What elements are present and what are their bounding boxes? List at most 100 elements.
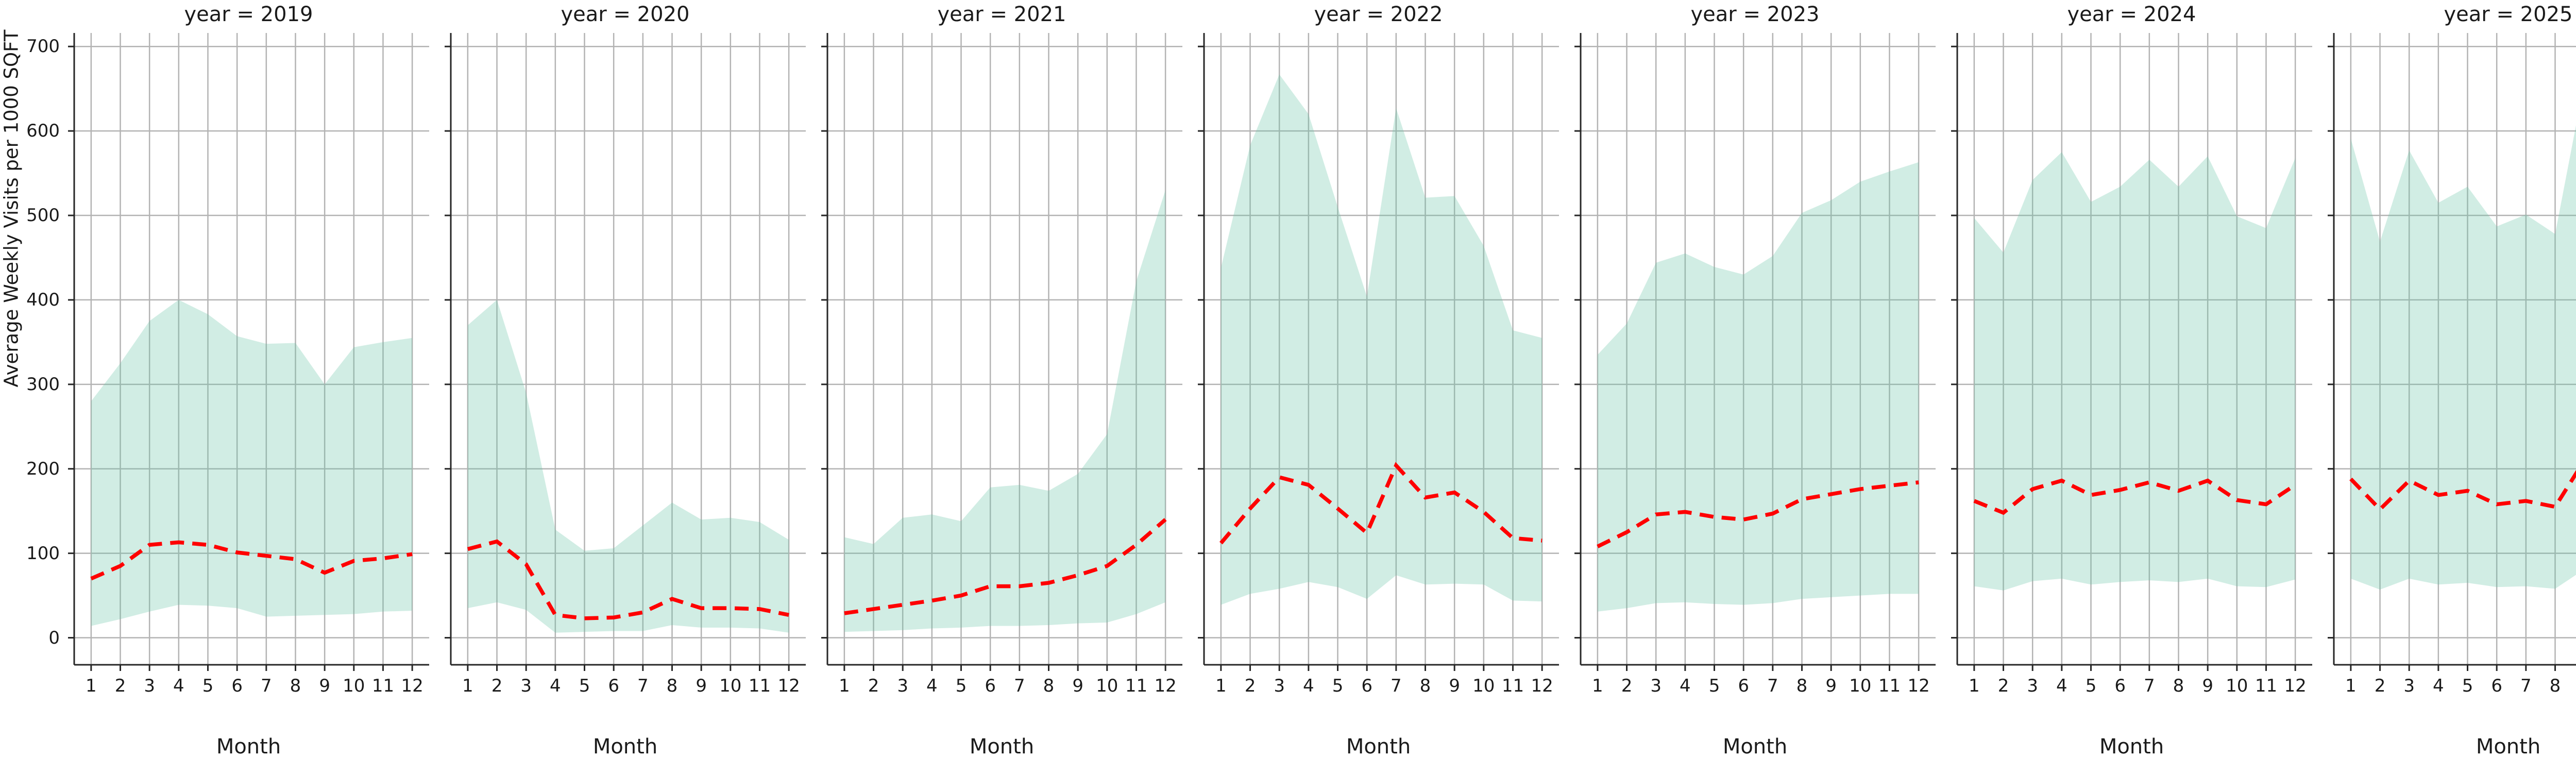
x-tick-label: 2 xyxy=(1998,676,2009,696)
x-tick-label: 6 xyxy=(1738,676,1749,696)
x-tick-label: 7 xyxy=(2144,676,2155,696)
facet-plot-2022: 1 2 3 4 5 6 7 8 9 10 11 12 xyxy=(1198,33,1559,696)
percentile-band xyxy=(467,299,789,633)
x-tick-label: 1 xyxy=(1592,676,1603,696)
percentile-band xyxy=(2350,125,2576,590)
x-tick-label: 6 xyxy=(2491,676,2502,696)
x-tick-label: 9 xyxy=(1072,676,1083,696)
x-tick-label: 1 xyxy=(839,676,850,696)
facet-title-2020: year = 2020 xyxy=(561,3,690,26)
x-tick-label: 4 xyxy=(926,676,938,696)
x-axis-label-2023: Month xyxy=(1722,735,1788,759)
x-tick-label: 7 xyxy=(1391,676,1402,696)
y-tick-label-200: 200 xyxy=(26,458,60,479)
x-tick-label: 11 xyxy=(2255,676,2277,696)
facet-plot-2021: 1 2 3 4 5 6 7 8 9 10 11 12 xyxy=(821,33,1182,696)
x-tick-label: 4 xyxy=(2433,676,2444,696)
x-tick-label: 2 xyxy=(868,676,879,696)
x-tick-label: 9 xyxy=(319,676,330,696)
x-tick-label: 8 xyxy=(2550,676,2561,696)
y-axis-gutter: Average Weekly Visits per 1000 SQFT 0 100… xyxy=(0,0,67,773)
x-tick-label: 1 xyxy=(462,676,473,696)
facet-title-2024: year = 2024 xyxy=(2067,3,2196,26)
x-tick-label: 6 xyxy=(608,676,619,696)
facet-row: year = 2019 1 2 3 4 5 6 7 8 9 10 11 12 Month year = 20… xyxy=(67,0,2576,773)
x-tick-label: 4 xyxy=(1303,676,1314,696)
x-tick-label: 2 xyxy=(2375,676,2386,696)
x-axis-label-2024: Month xyxy=(2099,735,2164,759)
y-tick-label-300: 300 xyxy=(26,374,60,395)
y-tick-label-600: 600 xyxy=(26,121,60,142)
facet-2020: year = 2020 1 2 3 4 5 6 7 8 9 10 11 12 Month xyxy=(444,0,807,773)
x-tick-label: 10 xyxy=(2226,676,2248,696)
x-tick-label: 8 xyxy=(1420,676,1431,696)
x-axis-label-2022: Month xyxy=(1346,735,1411,759)
x-tick-label: 12 xyxy=(401,676,423,696)
x-tick-label: 7 xyxy=(261,676,272,696)
facet-2023: year = 2023 1 2 3 4 5 6 7 8 9 10 11 12 Month xyxy=(1573,0,1937,773)
x-tick-label: 7 xyxy=(637,676,649,696)
x-tick-label: 10 xyxy=(719,676,741,696)
x-tick-label: 2 xyxy=(115,676,126,696)
x-tick-label: 12 xyxy=(1155,676,1177,696)
facet-title-2021: year = 2021 xyxy=(937,3,1066,26)
x-tick-label: 3 xyxy=(2403,676,2415,696)
median-line xyxy=(844,518,1167,615)
x-tick-label: 6 xyxy=(1361,676,1372,696)
x-tick-label: 12 xyxy=(778,676,800,696)
x-tick-label: 8 xyxy=(1797,676,1808,696)
x-tick-label: 5 xyxy=(1332,676,1344,696)
y-tick-label-400: 400 xyxy=(26,289,60,310)
facet-plot-2019: 1 2 3 4 5 6 7 8 9 10 11 12 xyxy=(68,33,429,696)
x-tick-label: 1 xyxy=(1215,676,1227,696)
facet-title-2025: year = 2025 xyxy=(2444,3,2573,26)
x-tick-label: 5 xyxy=(956,676,967,696)
x-tick-label: 11 xyxy=(372,676,394,696)
percentile-band xyxy=(1597,162,1919,612)
x-tick-label: 11 xyxy=(1502,676,1524,696)
x-tick-label: 4 xyxy=(173,676,184,696)
x-tick-label: 7 xyxy=(1014,676,1025,696)
percentile-band xyxy=(1221,74,1543,605)
x-tick-label: 12 xyxy=(1908,676,1930,696)
x-tick-label: 5 xyxy=(2462,676,2473,696)
facet-plot-2024: 1 2 3 4 5 6 7 8 9 10 11 12 xyxy=(1951,33,2312,696)
facet-2019: year = 2019 1 2 3 4 5 6 7 8 9 10 11 12 Month xyxy=(67,0,430,773)
y-axis-label: Average Weekly Visits per 1000 SQFT xyxy=(0,29,23,388)
x-tick-label: 12 xyxy=(1531,676,1553,696)
x-tick-label: 7 xyxy=(1767,676,1778,696)
x-axis-label-2021: Month xyxy=(969,735,1035,759)
x-tick-label: 1 xyxy=(2345,676,2357,696)
x-tick-label: 10 xyxy=(1096,676,1118,696)
facet-title-2022: year = 2022 xyxy=(1314,3,1443,26)
x-tick-label: 3 xyxy=(520,676,532,696)
x-tick-label: 5 xyxy=(1709,676,1720,696)
percentile-band xyxy=(1974,152,2296,591)
x-tick-label: 3 xyxy=(1274,676,1285,696)
y-tick-label-0: 0 xyxy=(48,627,60,648)
percentile-band xyxy=(844,190,1166,632)
x-tick-label: 10 xyxy=(1849,676,1871,696)
facet-plot-2023: 1 2 3 4 5 6 7 8 9 10 11 12 xyxy=(1574,33,1936,696)
x-tick-label: 9 xyxy=(1825,676,1837,696)
facet-title-2019: year = 2019 xyxy=(184,3,313,26)
x-tick-label: 8 xyxy=(290,676,301,696)
x-tick-label: 3 xyxy=(1650,676,1662,696)
facet-2024: year = 2024 1 2 3 4 5 6 7 8 9 10 11 12 Month xyxy=(1950,0,2313,773)
x-tick-label: 10 xyxy=(343,676,365,696)
facet-2022: year = 2022 1 2 3 4 5 6 7 8 9 10 11 12 Month xyxy=(1197,0,1560,773)
x-tick-label: 2 xyxy=(492,676,503,696)
median-line xyxy=(1973,478,2297,515)
x-tick-label: 1 xyxy=(86,676,97,696)
x-tick-label: 3 xyxy=(144,676,155,696)
y-tick-label-100: 100 xyxy=(26,543,60,564)
x-tick-label: 5 xyxy=(2086,676,2097,696)
x-tick-label: 8 xyxy=(667,676,678,696)
y-tick-label-700: 700 xyxy=(26,36,60,57)
percentile-band xyxy=(91,299,413,626)
x-tick-label: 12 xyxy=(2284,676,2307,696)
facet-2021: year = 2021 1 2 3 4 5 6 7 8 9 10 11 12 Month xyxy=(820,0,1183,773)
x-tick-label: 7 xyxy=(2520,676,2532,696)
x-tick-label: 9 xyxy=(696,676,707,696)
